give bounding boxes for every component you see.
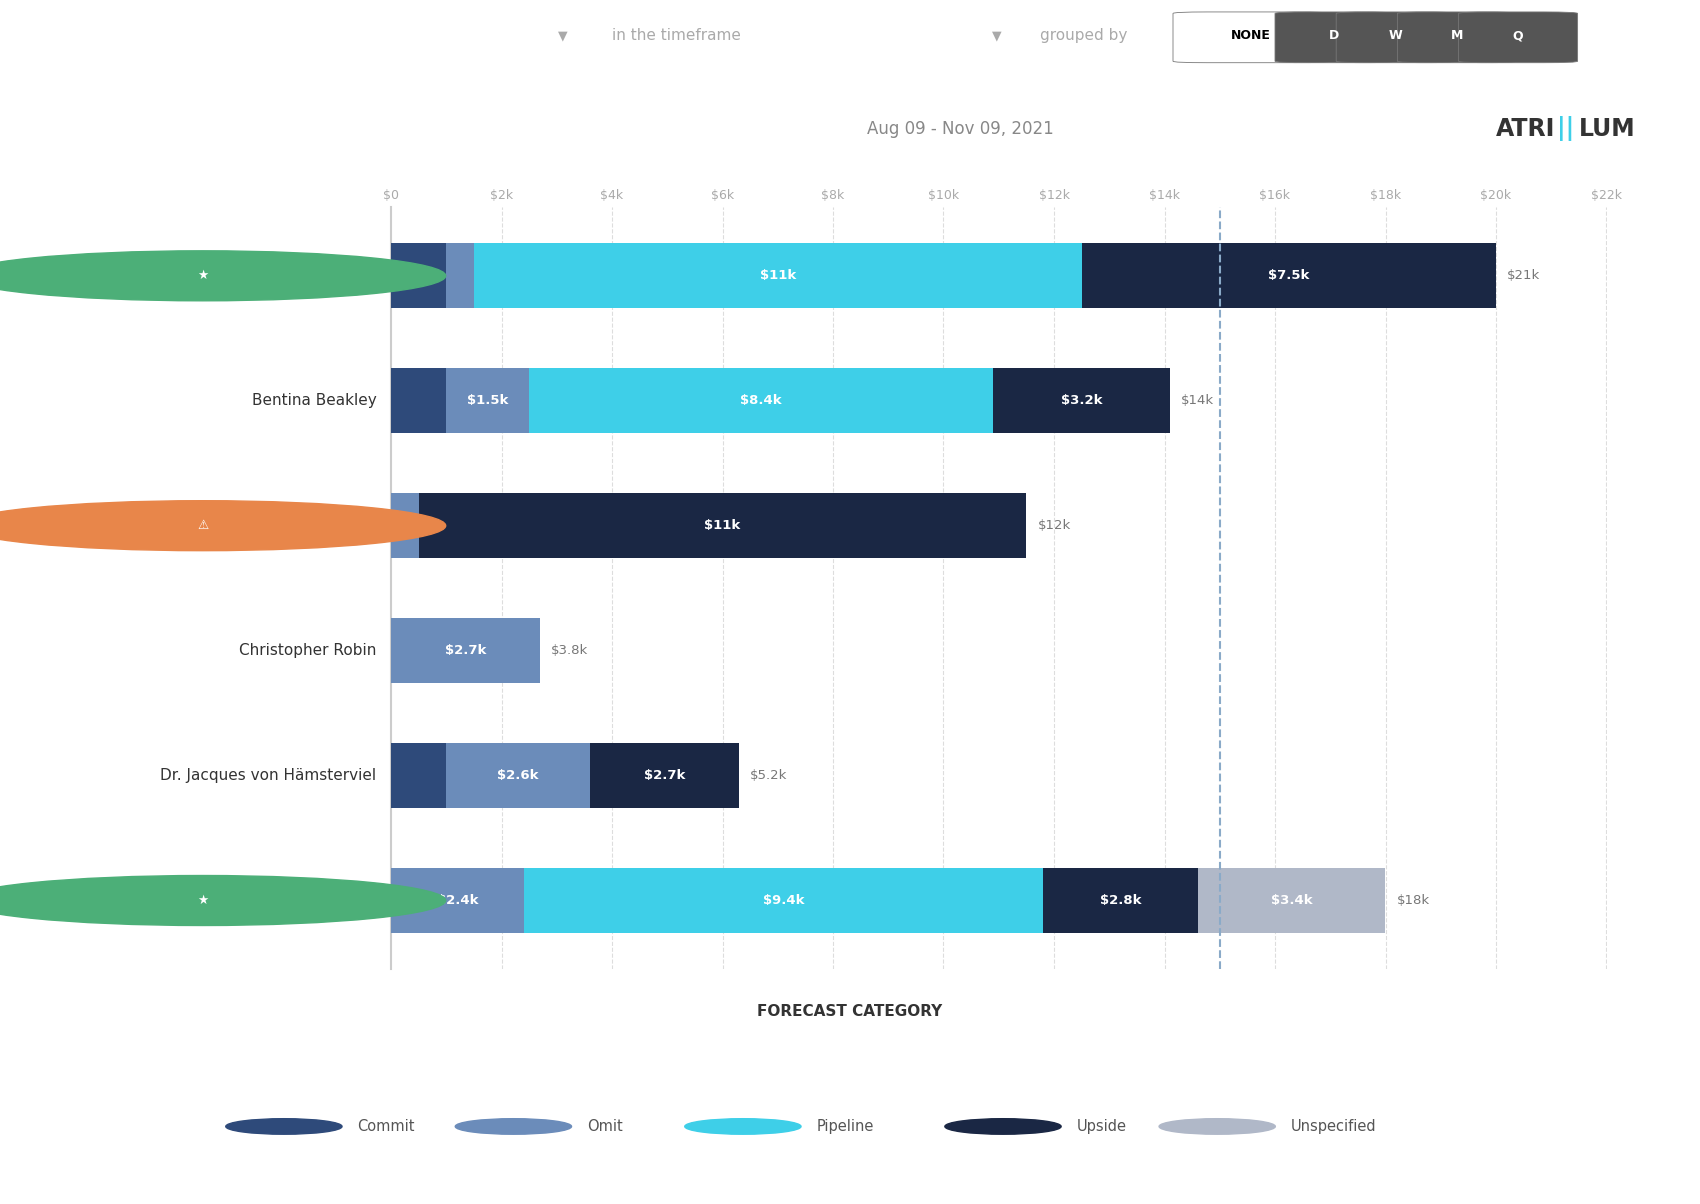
- Bar: [993, 368, 1170, 433]
- Circle shape: [0, 501, 445, 550]
- Text: $3.4k: $3.4k: [1272, 895, 1312, 907]
- Text: $8.4k: $8.4k: [741, 394, 782, 407]
- Text: ▼: ▼: [554, 29, 568, 42]
- Text: Commit: Commit: [357, 1119, 415, 1134]
- Circle shape: [685, 1119, 801, 1134]
- Bar: [391, 743, 445, 808]
- Text: $7.5k: $7.5k: [1268, 270, 1309, 282]
- FancyBboxPatch shape: [1397, 12, 1516, 63]
- Text: $21k: $21k: [1506, 270, 1540, 282]
- Circle shape: [945, 1119, 1061, 1134]
- Text: $3.8k: $3.8k: [551, 644, 588, 657]
- Circle shape: [456, 1119, 571, 1134]
- Text: Omit: Omit: [586, 1119, 622, 1134]
- Text: $3.2k: $3.2k: [1061, 394, 1102, 407]
- Text: $1.5k: $1.5k: [468, 394, 508, 407]
- Text: $12k: $12k: [1037, 519, 1071, 532]
- Text: $18k: $18k: [1396, 895, 1430, 907]
- Text: Mrs. Quail: Mrs. Quail: [299, 268, 376, 283]
- Text: Forward 90 Days: Forward 90 Days: [785, 26, 942, 45]
- Bar: [529, 368, 993, 433]
- Text: $2.4k: $2.4k: [437, 895, 478, 907]
- Text: FORECAST CATEGORY: FORECAST CATEGORY: [758, 1004, 942, 1020]
- Text: ATRI: ATRI: [1496, 117, 1556, 141]
- Text: NONE: NONE: [1231, 29, 1272, 42]
- Bar: [391, 368, 445, 433]
- Bar: [391, 494, 418, 559]
- Text: M: M: [1450, 29, 1464, 42]
- Text: Dr. Jacques von Hämsterviel: Dr. Jacques von Hämsterviel: [160, 768, 376, 783]
- Text: ⚠: ⚠: [197, 519, 207, 532]
- Text: $11k: $11k: [760, 270, 796, 282]
- Text: D: D: [1329, 29, 1340, 42]
- Text: Bonnie Hopps: Bonnie Hopps: [270, 518, 376, 533]
- Circle shape: [1159, 1119, 1275, 1134]
- Bar: [474, 243, 1081, 308]
- Text: LUM: LUM: [1579, 117, 1635, 141]
- Text: Unspecified: Unspecified: [1290, 1119, 1377, 1134]
- Text: Christopher Robin: Christopher Robin: [240, 643, 376, 659]
- Text: $2.7k: $2.7k: [445, 644, 486, 657]
- Text: Weighted Pipeline by SFDC Stage Probability: Weighted Pipeline by SFDC Stage Probabil…: [22, 26, 445, 45]
- Text: grouped by: grouped by: [1040, 29, 1127, 43]
- Text: W: W: [1389, 29, 1402, 42]
- Bar: [391, 243, 445, 308]
- Text: ▼: ▼: [988, 29, 1001, 42]
- Circle shape: [226, 1119, 342, 1134]
- Text: $14k: $14k: [1182, 394, 1214, 407]
- Text: $2.6k: $2.6k: [498, 769, 539, 783]
- Text: ||: ||: [1557, 117, 1574, 141]
- Bar: [1042, 868, 1197, 933]
- Text: $5.2k: $5.2k: [750, 769, 787, 783]
- Text: $11k: $11k: [704, 519, 741, 532]
- Bar: [418, 494, 1027, 559]
- Bar: [590, 743, 740, 808]
- Text: $2.8k: $2.8k: [1100, 895, 1141, 907]
- Text: in the timeframe: in the timeframe: [612, 29, 741, 43]
- Text: $2.7k: $2.7k: [644, 769, 685, 783]
- Text: Pipeline: Pipeline: [816, 1119, 874, 1134]
- Bar: [445, 243, 474, 308]
- Bar: [391, 868, 524, 933]
- Bar: [391, 618, 541, 683]
- Text: Q: Q: [1513, 29, 1523, 42]
- Text: •••: •••: [1625, 26, 1656, 45]
- Text: Bentina Beakley: Bentina Beakley: [252, 394, 376, 408]
- Bar: [445, 743, 590, 808]
- Text: Tank Muddlefoot: Tank Muddlefoot: [250, 893, 376, 908]
- Text: $9.4k: $9.4k: [763, 895, 804, 907]
- Text: Aug 09 - Nov 09, 2021: Aug 09 - Nov 09, 2021: [867, 120, 1054, 137]
- FancyBboxPatch shape: [1459, 12, 1578, 63]
- Bar: [445, 368, 529, 433]
- Text: ★: ★: [197, 895, 207, 907]
- Bar: [524, 868, 1042, 933]
- Circle shape: [0, 250, 445, 301]
- FancyBboxPatch shape: [1336, 12, 1455, 63]
- Bar: [1081, 243, 1496, 308]
- Bar: [1197, 868, 1386, 933]
- Text: Upside: Upside: [1076, 1119, 1127, 1134]
- Circle shape: [0, 875, 445, 926]
- FancyBboxPatch shape: [1173, 12, 1329, 63]
- Text: ★: ★: [197, 270, 207, 282]
- FancyBboxPatch shape: [1275, 12, 1394, 63]
